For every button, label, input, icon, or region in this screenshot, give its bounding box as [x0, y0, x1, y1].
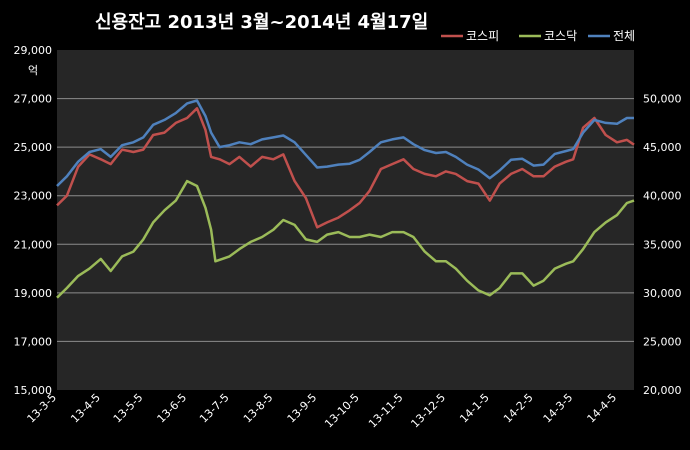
y-right-tick-label: 35,000	[643, 238, 682, 251]
y-right-tick-label: 40,000	[643, 190, 682, 203]
legend-label: 코스닥	[544, 29, 577, 43]
y-left-tick-label: 15,000	[14, 384, 53, 397]
y-right-tick-labels: 20,000 25,000 30,000 35,000 40,000 45,000 50,0…	[643, 93, 682, 397]
series-lines	[56, 99, 635, 299]
y-left-tick-label: 25,000	[14, 141, 53, 154]
y-left-tick-label: 19,000	[14, 287, 53, 300]
legend: 코스피 코스닥 전체	[441, 29, 635, 43]
y-right-tick-label: 45,000	[643, 141, 682, 154]
gridlines	[57, 98, 634, 342]
plot-area	[57, 50, 634, 390]
y-left-tick-label: 29,000	[14, 44, 53, 57]
y-left-tick-label: 23,000	[14, 190, 53, 203]
y-right-tick-label: 30,000	[643, 287, 682, 300]
y-left-tick-label: 21,000	[14, 238, 53, 251]
series-line	[56, 107, 635, 229]
y-left-unit-label: 억	[28, 64, 38, 77]
y-right-tick-label: 20,000	[643, 384, 682, 397]
y-left-tick-label: 17,000	[14, 335, 53, 348]
y-right-tick-label: 50,000	[643, 93, 682, 106]
legend-label: 코스피	[466, 29, 499, 43]
series-line	[56, 99, 634, 187]
series-line	[56, 179, 635, 299]
y-left-tick-label: 27,000	[14, 93, 53, 106]
chart-title: 신용잔고 2013년 3월~2014년 4월17일	[95, 12, 428, 33]
y-left-tick-labels: 15,000 17,000 19,000 21,000 23,000 25,000 27,0…	[14, 44, 53, 397]
y-right-tick-label: 25,000	[643, 335, 682, 348]
legend-label: 전체	[613, 29, 635, 43]
